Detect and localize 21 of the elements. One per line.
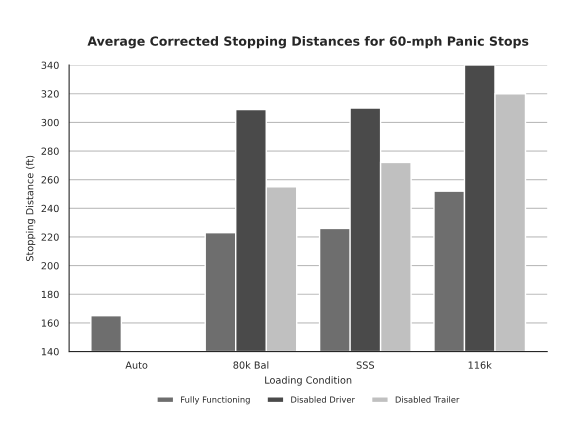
y-tick-label: 280 [42,148,59,155]
y-tick-label: 180 [42,290,59,298]
x-tick-label: 80k Bal [233,361,268,369]
x-tick-label: 116k [468,361,492,369]
y-tick-label: 300 [42,118,59,126]
x-tick-label: Auto [125,362,148,369]
y-tick-label: 140 [42,348,59,356]
legend-label: Fully Functioning [181,396,250,404]
y-tick-label: 320 [42,90,59,98]
y-tick-label: 340 [42,62,59,69]
y-tick-label: 240 [42,204,59,212]
y-axis-title: Stopping Distance (ft) [26,156,36,262]
y-tick-label: 160 [42,319,59,327]
x-axis-title: Loading Condition [265,376,352,386]
y-tick-label: 260 [42,176,59,184]
legend-label: Disabled Trailer [396,396,460,403]
chart-title: Average Corrected Stopping Distances for 60-mph Panic Stops [87,36,528,48]
x-tick-label: SSS [356,361,374,369]
y-tick-label: 200 [42,262,59,270]
legend-label: Disabled Driver [291,396,355,403]
y-tick-label: 220 [42,233,59,241]
